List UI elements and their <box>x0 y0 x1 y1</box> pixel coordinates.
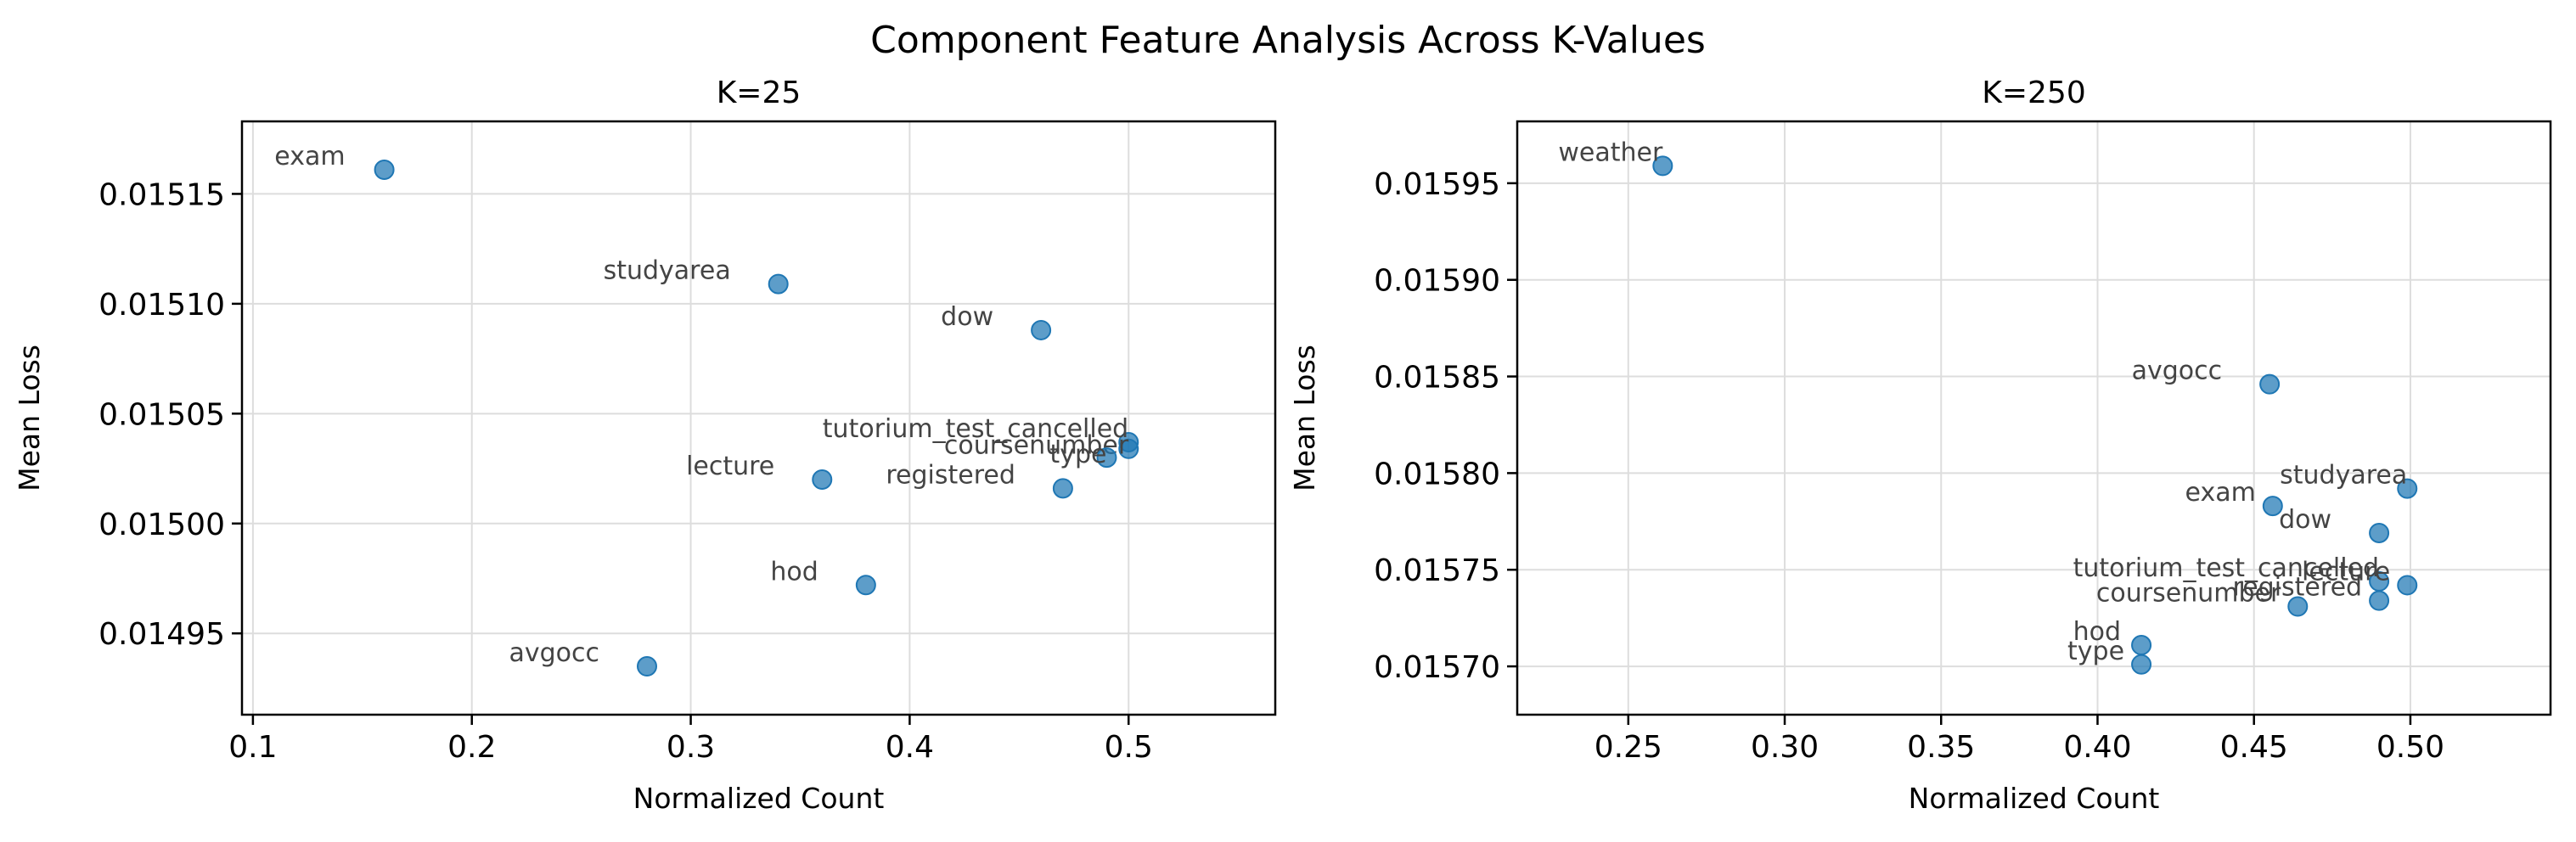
subplot-k25: 0.1 0.2 0.3 0.4 0.5 0.01495 0.01500 0.01505 0.01… <box>13 76 1277 815</box>
x-tick-label: 0.40 <box>2063 730 2131 765</box>
y-tick-label: 0.01575 <box>1374 553 1500 588</box>
y-tick-label: 0.01585 <box>1374 361 1500 396</box>
y-tick-label: 0.01505 <box>98 397 225 432</box>
point-label-type: type <box>1049 440 1106 469</box>
y-tick-label: 0.01515 <box>98 177 225 212</box>
scatter-point-dow <box>1031 319 1052 340</box>
y-tick-label: 0.01590 <box>1374 264 1500 299</box>
y-axis-label: Mean Loss <box>1288 345 1321 491</box>
scatter-point-registered <box>1052 478 1073 499</box>
y-tick-label: 0.01495 <box>98 617 225 652</box>
scatter-point-studyarea <box>768 273 789 295</box>
scatter-point-avgocc <box>637 656 658 677</box>
point-label-registered: registered <box>886 460 1015 490</box>
point-label-exam: exam <box>2185 478 2256 508</box>
point-label-hod: hod <box>2073 617 2121 647</box>
subplot-title: K=25 <box>717 76 801 110</box>
point-label-hod: hod <box>770 557 818 587</box>
scatter-point-hod <box>855 575 876 596</box>
point-label-exam: exam <box>274 142 345 171</box>
point-label-tutorium_test_cancelled: tutorium_test_cancelled <box>823 414 1128 444</box>
y-tick-label: 0.01510 <box>98 288 225 323</box>
subplot-k250: 0.25 0.30 0.35 0.40 0.45 0.50 0.01570 0.01575 0.… <box>1288 76 2552 815</box>
point-label-lecture: lecture <box>2302 557 2390 587</box>
point-label-coursenumber: coursenumber <box>2096 578 2281 608</box>
point-label-tutorium_test_cancelled: tutorium_test_cancelled <box>2073 553 2379 583</box>
x-tick-label: 0.1 <box>228 730 277 765</box>
x-tick-label: 0.2 <box>447 730 496 765</box>
x-tick-label: 0.3 <box>666 730 715 765</box>
point-label-lecture: lecture <box>686 452 774 481</box>
y-tick-label: 0.01580 <box>1374 457 1500 491</box>
scatter-point-type <box>1096 447 1117 469</box>
point-label-dow: dow <box>941 302 993 332</box>
scatter-point-type <box>2131 654 2152 675</box>
axes-frame <box>240 120 1277 716</box>
scatter-point-hod <box>2131 635 2152 656</box>
scatter-point-exam <box>374 159 395 180</box>
x-tick-label: 0.35 <box>1907 730 1975 765</box>
point-label-type: type <box>2067 637 2124 666</box>
scatter-point-lecture <box>2397 575 2418 596</box>
scatter-point-lecture <box>812 469 833 490</box>
scatter-point-registered <box>2369 590 2390 611</box>
axes-frame <box>1516 120 2552 716</box>
x-axis-label: Normalized Count <box>633 782 885 815</box>
y-axis-label: Mean Loss <box>13 345 46 491</box>
figure-title: Component Feature Analysis Across K-Valu… <box>870 19 1706 62</box>
y-tick-label: 0.01595 <box>1374 167 1500 202</box>
point-label-dow: dow <box>2279 505 2331 535</box>
y-tick-label: 0.01570 <box>1374 650 1500 685</box>
point-label-weather: weather <box>1558 138 1663 167</box>
scatter-point-studyarea <box>2397 478 2418 499</box>
x-tick-label: 0.45 <box>2220 730 2288 765</box>
x-tick-label: 0.4 <box>886 730 934 765</box>
point-label-avgocc: avgocc <box>509 638 599 668</box>
scatter-point-avgocc <box>2259 373 2281 395</box>
x-axis-label: Normalized Count <box>1909 782 2160 815</box>
point-label-studyarea: studyarea <box>604 256 731 286</box>
y-tick-label: 0.01500 <box>98 508 225 542</box>
scatter-point-coursenumber <box>1118 438 1139 459</box>
scatter-point-coursenumber <box>2287 596 2309 617</box>
scatter-point-weather <box>1652 155 1673 177</box>
scatter-point-dow <box>2369 522 2390 543</box>
point-label-studyarea: studyarea <box>2280 461 2407 491</box>
scatter-point-exam <box>2262 496 2283 517</box>
x-tick-label: 0.25 <box>1595 730 1662 765</box>
point-label-avgocc: avgocc <box>2132 356 2223 386</box>
x-tick-label: 0.30 <box>1751 730 1819 765</box>
x-tick-label: 0.5 <box>1105 730 1153 765</box>
x-tick-label: 0.50 <box>2376 730 2444 765</box>
subplot-title: K=250 <box>1982 76 2085 110</box>
